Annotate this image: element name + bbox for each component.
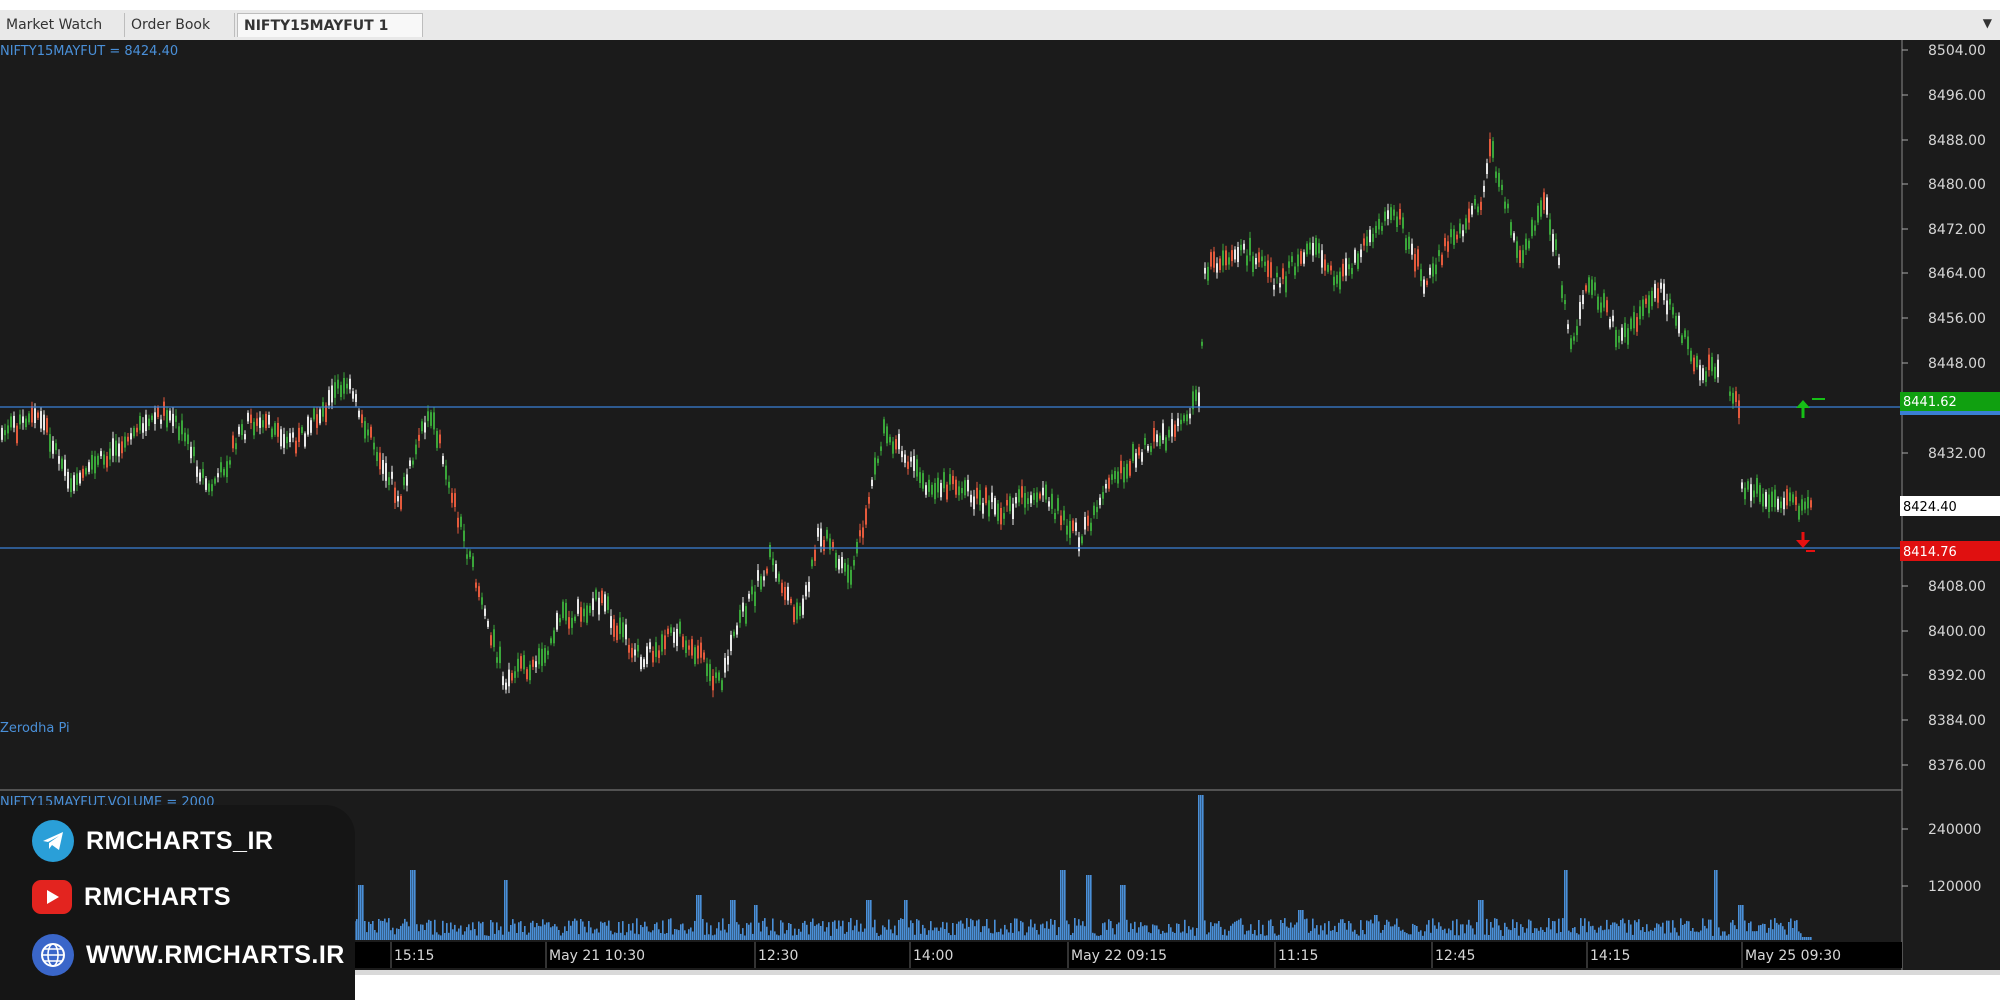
youtube-link[interactable]: RMCHARTS <box>32 875 231 919</box>
tab-label: Order Book <box>131 17 211 33</box>
time-label: 14:15 <box>1590 948 1630 964</box>
chevron-down-icon[interactable]: ▼ <box>1982 16 1992 30</box>
tab-label: Market Watch <box>6 17 103 33</box>
telegram-link[interactable]: RMCHARTS_IR <box>32 819 273 863</box>
price-tick: 8448.00 <box>1928 356 1986 372</box>
price-legend: NIFTY15MAYFUT = 8424.40 <box>0 44 178 59</box>
telegram-icon <box>32 820 74 862</box>
current-price-badge[interactable]: 8424.40 <box>1900 496 2000 516</box>
price-tick: 8504.00 <box>1928 43 1986 59</box>
upper-level-badge[interactable]: 8441.62 <box>1900 392 2000 415</box>
globe-icon <box>32 934 74 976</box>
price-tick: 8392.00 <box>1928 668 1986 684</box>
price-tick: 8464.00 <box>1928 266 1986 282</box>
time-label: May 22 09:15 <box>1071 948 1167 964</box>
website-link[interactable]: WWW.RMCHARTS.IR <box>32 933 345 977</box>
price-tick: 8376.00 <box>1928 758 1986 774</box>
buy-arrow-icon[interactable] <box>1796 398 1825 418</box>
website-label: WWW.RMCHARTS.IR <box>86 940 345 969</box>
youtube-icon <box>32 880 72 914</box>
price-axis: 8504.00 8496.00 8488.00 8480.00 8472.00 … <box>1902 43 1986 774</box>
volume-tick: 120000 <box>1928 879 1981 895</box>
time-label: May 21 10:30 <box>549 948 645 964</box>
social-overlay: RMCHARTS_IR RMCHARTS WWW.RMCHARTS.IR <box>0 805 355 1000</box>
time-label: 12:45 <box>1435 948 1475 964</box>
price-tick: 8456.00 <box>1928 311 1986 327</box>
upper-level-value: 8441.62 <box>1903 395 1957 410</box>
price-tick: 8480.00 <box>1928 177 1986 193</box>
tab-bar: Market Watch Order Book NIFTY15MAYFUT 1 … <box>0 10 2000 58</box>
time-label: 11:15 <box>1278 948 1318 964</box>
time-label: 14:00 <box>913 948 953 964</box>
scrollbar[interactable] <box>355 970 2000 975</box>
price-tick: 8472.00 <box>1928 222 1986 238</box>
lower-level-value: 8414.76 <box>1903 545 1957 560</box>
tab-market-watch[interactable]: Market Watch <box>0 13 125 37</box>
volume-axis: 240000 120000 <box>1902 822 1981 895</box>
price-tick: 8496.00 <box>1928 88 1986 104</box>
current-price-value: 8424.40 <box>1903 500 1957 515</box>
price-tick: 8384.00 <box>1928 713 1986 729</box>
sell-arrow-icon[interactable] <box>1796 532 1815 552</box>
tab-nifty-chart[interactable]: NIFTY15MAYFUT 1 Min✕ <box>237 13 423 58</box>
watermark: Zerodha Pi <box>0 721 70 736</box>
telegram-label: RMCHARTS_IR <box>86 826 274 855</box>
price-tick: 8408.00 <box>1928 579 1986 595</box>
lower-level-badge[interactable]: 8414.76 <box>1900 541 2000 561</box>
volume-tick: 240000 <box>1928 822 1981 838</box>
price-tick: 8488.00 <box>1928 133 1986 149</box>
time-axis-labels: 15:15 May 21 10:30 12:30 14:00 May 22 09… <box>390 942 1841 968</box>
youtube-label: RMCHARTS <box>84 882 232 911</box>
price-candles <box>1 132 1812 698</box>
time-label: May 25 09:30 <box>1745 948 1841 964</box>
time-label: 15:15 <box>394 948 434 964</box>
time-label: 12:30 <box>758 948 798 964</box>
price-tick: 8432.00 <box>1928 446 1986 462</box>
tab-order-book[interactable]: Order Book <box>125 13 235 37</box>
price-tick: 8400.00 <box>1928 624 1986 640</box>
